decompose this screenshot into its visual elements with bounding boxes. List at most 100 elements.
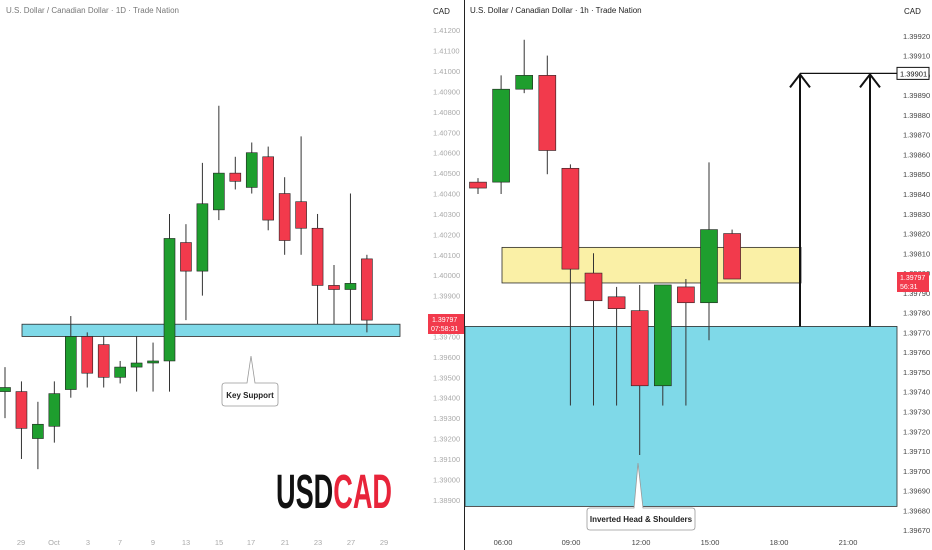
daily-candle-22	[361, 254, 373, 333]
daily-y-tick-15: 1.39700	[433, 332, 460, 341]
daily-y-tick-4: 1.40800	[433, 108, 460, 117]
hourly-x-tick-0: 06:00	[494, 538, 513, 547]
daily-price-tag-price: 1.39797	[432, 317, 457, 324]
hourly-y-tick-17: 1.39750	[903, 368, 930, 377]
daily-x-axis: 29 Oct 3 7 9 13 15 17 21 23 27 29	[17, 538, 388, 547]
usdcad-logo: USDCAD	[276, 466, 392, 519]
daily-y-tick-21: 1.39100	[433, 455, 460, 464]
daily-candle-13	[213, 105, 225, 221]
daily-y-tick-13: 1.39900	[433, 292, 460, 301]
hourly-x-tick-5: 21:00	[839, 538, 858, 547]
hourly-currency-label: CAD	[904, 7, 921, 16]
hourly-body-9	[677, 286, 695, 304]
daily-candle-5	[81, 332, 94, 388]
daily-body-14	[229, 172, 242, 182]
hourly-y-tick-3: 1.39890	[903, 91, 930, 100]
daily-candle-16	[262, 146, 275, 231]
hourly-candle-9	[677, 279, 695, 406]
daily-body-5	[81, 336, 94, 374]
hourly-candle-2	[515, 39, 534, 94]
daily-y-tick-0: 1.41200	[433, 26, 460, 35]
target-arrow-2-head	[859, 72, 881, 88]
hourly-y-tick-23: 1.39690	[903, 487, 930, 496]
hourly-x-tick-3: 15:00	[701, 538, 720, 547]
key-support-zone	[21, 323, 401, 337]
daily-candle-9	[147, 342, 159, 392]
hourly-body-0	[469, 181, 487, 189]
pattern-label: Inverted Head & Shoulders	[590, 515, 693, 524]
daily-x-tick-7: 17	[247, 538, 255, 547]
daily-chart: U.S. Dollar / Canadian Dollar · 1D · Tra…	[0, 6, 464, 547]
daily-body-17	[278, 193, 291, 241]
daily-candle-19	[311, 213, 324, 325]
daily-candle-11	[180, 224, 192, 321]
pattern-callout: Inverted Head & Shoulders	[586, 462, 696, 531]
daily-body-4	[65, 336, 77, 390]
daily-candle-6	[97, 336, 110, 388]
daily-candle-14	[229, 156, 242, 190]
daily-y-tick-20: 1.39200	[433, 435, 460, 444]
daily-y-tick-2: 1.41000	[433, 67, 460, 76]
target-arrow-1-head	[789, 72, 811, 88]
key-support-label: Key Support	[226, 391, 274, 400]
hourly-y-tick-19: 1.39730	[903, 407, 930, 416]
hourly-body-2	[515, 75, 534, 90]
hourly-y-tick-0: 1.39920	[903, 32, 930, 41]
daily-body-9	[147, 360, 159, 364]
logo-cad: CAD	[333, 466, 392, 519]
daily-y-tick-3: 1.40900	[433, 87, 460, 96]
hourly-x-tick-4: 18:00	[770, 538, 789, 547]
daily-candle-2	[32, 401, 44, 470]
daily-candle-0	[0, 367, 11, 419]
hourly-x-tick-2: 12:00	[632, 538, 651, 547]
daily-currency-label: CAD	[433, 7, 450, 16]
daily-y-tick-8: 1.40400	[433, 190, 460, 199]
daily-body-3	[48, 393, 61, 427]
daily-price-tag	[428, 314, 464, 334]
hourly-x-tick-1: 09:00	[562, 538, 581, 547]
daily-body-6	[97, 344, 110, 378]
daily-body-19	[311, 227, 324, 286]
daily-candle-10	[163, 213, 176, 392]
hourly-price-tag-countdown: 56:31	[900, 284, 918, 291]
daily-body-15	[245, 152, 258, 188]
daily-candle-7	[114, 360, 126, 384]
hourly-candle-10	[700, 162, 718, 341]
daily-body-7	[114, 366, 126, 378]
daily-y-tick-17: 1.39500	[433, 373, 460, 382]
hourly-price-tag-price: 1.39797	[900, 275, 925, 282]
daily-body-22	[361, 258, 373, 321]
daily-x-tick-1: Oct	[48, 538, 61, 547]
daily-body-2	[32, 423, 44, 439]
daily-x-tick-6: 15	[215, 538, 223, 547]
daily-candle-3	[48, 381, 61, 443]
hourly-y-tick-10: 1.39820	[903, 230, 930, 239]
daily-y-tick-7: 1.40500	[433, 169, 460, 178]
hourly-candle-1	[492, 75, 510, 194]
daily-body-12	[196, 203, 209, 272]
daily-candle-20	[328, 265, 340, 325]
daily-body-11	[180, 242, 192, 272]
hourly-y-tick-22: 1.39700	[903, 467, 930, 476]
daily-y-tick-1: 1.41100	[433, 47, 460, 56]
hourly-candle-8	[653, 284, 672, 406]
target-price: 1.39901	[900, 69, 927, 78]
daily-candle-8	[130, 336, 143, 392]
daily-y-tick-12: 1.40000	[433, 271, 460, 280]
hourly-y-tick-6: 1.39860	[903, 150, 930, 159]
daily-candle-21	[344, 193, 357, 325]
hourly-y-tick-18: 1.39740	[903, 388, 930, 397]
daily-body-20	[328, 285, 340, 290]
target-price-box	[896, 66, 930, 80]
daily-y-tick-9: 1.40300	[433, 210, 460, 219]
daily-candle-12	[196, 162, 209, 296]
daily-x-tick-8: 21	[281, 538, 289, 547]
hourly-body-11	[723, 233, 741, 280]
hourly-candle-3	[538, 55, 557, 175]
daily-body-21	[344, 283, 357, 290]
hourly-y-tick-4: 1.39880	[903, 111, 930, 120]
hourly-body-10	[700, 229, 718, 304]
daily-body-8	[130, 362, 143, 368]
